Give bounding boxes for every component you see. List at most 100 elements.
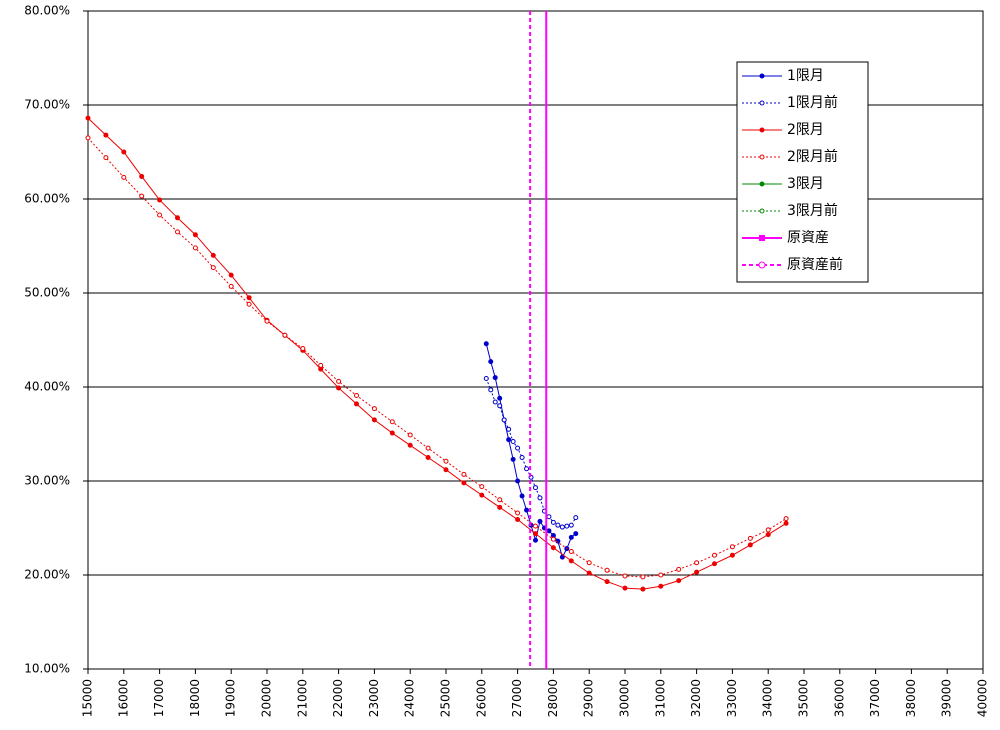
data-point bbox=[497, 497, 503, 503]
x-tick-label: 23000 bbox=[367, 679, 381, 717]
data-point bbox=[371, 406, 377, 412]
x-tick-label: 38000 bbox=[904, 679, 918, 717]
data-point bbox=[676, 578, 682, 584]
data-point bbox=[559, 554, 565, 560]
data-point bbox=[546, 528, 552, 534]
data-point bbox=[483, 341, 489, 347]
data-point bbox=[533, 523, 538, 529]
legend-marker bbox=[759, 127, 765, 133]
x-tick-label: 25000 bbox=[439, 679, 453, 717]
data-point bbox=[85, 135, 91, 141]
data-point bbox=[228, 283, 234, 289]
data-point bbox=[246, 295, 252, 301]
data-point bbox=[537, 495, 543, 501]
data-point bbox=[139, 173, 145, 179]
legend-marker bbox=[759, 208, 765, 214]
data-point bbox=[443, 467, 449, 473]
data-point bbox=[336, 378, 342, 384]
x-tick-label: 24000 bbox=[403, 679, 417, 717]
x-tick-label: 39000 bbox=[940, 679, 954, 717]
data-point bbox=[492, 375, 498, 381]
data-point bbox=[586, 560, 592, 566]
data-point bbox=[510, 439, 516, 445]
data-point bbox=[533, 531, 538, 537]
data-point bbox=[510, 456, 516, 462]
data-point bbox=[765, 527, 771, 533]
data-point bbox=[246, 301, 252, 307]
data-point bbox=[747, 542, 753, 548]
legend-label: 原資産 bbox=[787, 230, 829, 246]
y-tick-label: 40.00% bbox=[24, 380, 70, 394]
data-point bbox=[573, 515, 579, 521]
y-tick-label: 70.00% bbox=[24, 98, 70, 112]
data-point bbox=[103, 132, 109, 138]
data-point bbox=[228, 272, 234, 278]
data-point bbox=[729, 552, 735, 558]
data-point bbox=[354, 392, 359, 398]
x-tick-label: 28000 bbox=[546, 679, 560, 717]
data-point bbox=[192, 245, 198, 251]
data-point bbox=[354, 401, 359, 407]
x-tick-label: 37000 bbox=[868, 679, 882, 717]
data-point bbox=[282, 332, 288, 338]
x-tick-label: 33000 bbox=[725, 679, 739, 717]
data-point bbox=[533, 485, 538, 491]
y-tick-label: 20.00% bbox=[24, 568, 70, 582]
data-point bbox=[712, 561, 717, 567]
legend-marker bbox=[759, 235, 765, 241]
data-point bbox=[640, 574, 646, 580]
x-tick-label: 29000 bbox=[582, 679, 596, 717]
legend-label: 1限月前 bbox=[787, 94, 838, 111]
data-point bbox=[515, 517, 521, 523]
x-tick-label: 21000 bbox=[295, 679, 309, 717]
series-line bbox=[87, 117, 787, 590]
data-point bbox=[568, 534, 574, 540]
x-tick-label: 40000 bbox=[976, 679, 990, 717]
data-point bbox=[783, 520, 789, 526]
data-point bbox=[501, 417, 507, 423]
data-point bbox=[519, 493, 525, 499]
data-point bbox=[694, 560, 700, 566]
data-point bbox=[550, 536, 556, 542]
data-point bbox=[461, 471, 467, 477]
legend-marker bbox=[759, 100, 765, 106]
legend-label: 2限月前 bbox=[787, 148, 838, 165]
data-point bbox=[139, 193, 145, 199]
data-point bbox=[712, 552, 717, 558]
data-point bbox=[488, 387, 494, 393]
data-point bbox=[479, 492, 485, 498]
legend-marker bbox=[759, 181, 765, 187]
data-point bbox=[537, 518, 543, 524]
data-point bbox=[121, 149, 127, 155]
y-tick-label: 80.00% bbox=[24, 4, 70, 18]
data-point bbox=[389, 419, 395, 425]
legend-marker bbox=[759, 73, 765, 79]
data-point bbox=[121, 174, 127, 180]
data-point bbox=[210, 265, 216, 271]
data-point bbox=[483, 376, 489, 382]
data-point bbox=[425, 445, 431, 451]
data-point bbox=[497, 395, 503, 401]
data-point bbox=[747, 535, 753, 541]
legend-label: 2限月 bbox=[787, 122, 824, 138]
data-point bbox=[533, 537, 538, 543]
data-point bbox=[676, 566, 682, 572]
data-point bbox=[765, 532, 771, 538]
data-point bbox=[506, 437, 512, 443]
data-point bbox=[103, 155, 109, 161]
data-point bbox=[640, 586, 646, 592]
data-point bbox=[564, 523, 570, 529]
data-point bbox=[497, 504, 503, 510]
x-tick-label: 31000 bbox=[653, 679, 667, 717]
data-point bbox=[157, 212, 163, 218]
data-point bbox=[515, 445, 521, 451]
legend-label: 原資産前 bbox=[787, 256, 843, 273]
x-tick-label: 19000 bbox=[224, 679, 238, 717]
data-point bbox=[85, 115, 91, 121]
legend-marker bbox=[758, 261, 766, 269]
y-tick-label: 30.00% bbox=[24, 474, 70, 488]
data-point bbox=[157, 197, 163, 203]
x-tick-label: 20000 bbox=[260, 679, 274, 717]
